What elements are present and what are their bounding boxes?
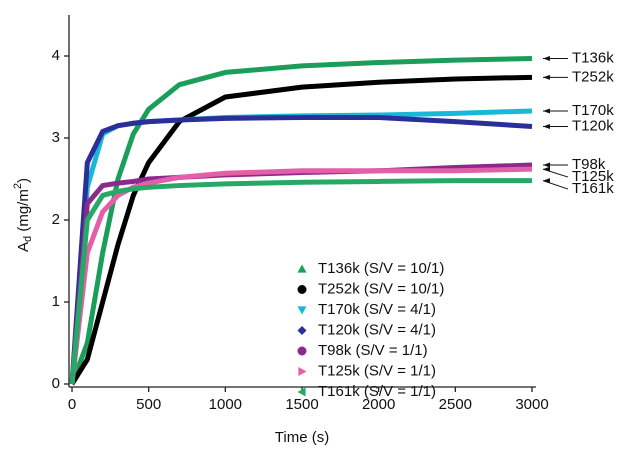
series-line <box>69 166 533 385</box>
y-tick-label: 1 <box>52 293 60 310</box>
x-tick-label: 1500 <box>285 396 318 413</box>
x-tick-label: 2000 <box>362 396 395 413</box>
annotation: T161k <box>572 180 614 197</box>
y-tick-label: 0 <box>52 375 60 392</box>
y-tick-label: 2 <box>52 211 60 228</box>
series-line <box>69 115 533 385</box>
series-line <box>69 108 533 385</box>
legend-marker <box>297 285 307 294</box>
legend-marker <box>298 367 307 376</box>
y-label-sup: 2 <box>12 183 24 189</box>
legend-label: T125k (S/V = 1/1) <box>318 362 436 379</box>
annotation: T136k <box>572 49 614 66</box>
y-label-sub: d <box>22 236 34 242</box>
annotation: T170k <box>572 102 614 119</box>
arrow-head <box>543 166 550 172</box>
legend-marker <box>297 264 307 273</box>
legend-marker <box>297 306 307 315</box>
y-axis-label: Ad (mg/m2) <box>12 178 34 252</box>
series-line <box>69 55 533 385</box>
y-tick-label: 4 <box>52 47 60 64</box>
legend-label: T161k (S/V = 1/1) <box>318 383 436 400</box>
legend-marker <box>297 326 307 335</box>
series-line <box>69 74 533 386</box>
y-tick-label: 3 <box>52 129 60 146</box>
x-tick-label: 2500 <box>439 396 472 413</box>
legend-label: T136k (S/V = 10/1) <box>318 260 444 277</box>
legend-label: T170k (S/V = 4/1) <box>318 301 436 318</box>
x-tick-label: 0 <box>68 396 76 413</box>
y-label-end: ) <box>15 178 32 183</box>
annotation: T252k <box>572 68 614 85</box>
arrow-head <box>543 55 550 61</box>
x-axis-label: Time (s) <box>275 429 329 446</box>
annotation: T125k <box>572 168 614 185</box>
arrow-head <box>543 124 550 130</box>
legend-label: T252k (S/V = 10/1) <box>318 280 444 297</box>
series-line <box>69 178 532 385</box>
annotation: T120k <box>572 117 614 134</box>
arrow-head <box>543 178 550 184</box>
arrow-head <box>543 162 550 168</box>
y-label-unit: (mg/m <box>15 189 32 236</box>
legend-marker <box>297 387 306 397</box>
y-label-main: A <box>15 242 32 252</box>
arrow-head <box>543 74 550 80</box>
x-tick-label: 3000 <box>515 396 548 413</box>
legend-marker <box>297 346 307 356</box>
annotation: T98k <box>572 156 606 173</box>
legend-label: T98k (S/V = 1/1) <box>318 342 428 359</box>
arrow-head <box>543 108 550 114</box>
legend-label: T120k (S/V = 4/1) <box>318 321 436 338</box>
x-tick-label: 1000 <box>209 396 242 413</box>
x-tick-label: 500 <box>136 396 161 413</box>
